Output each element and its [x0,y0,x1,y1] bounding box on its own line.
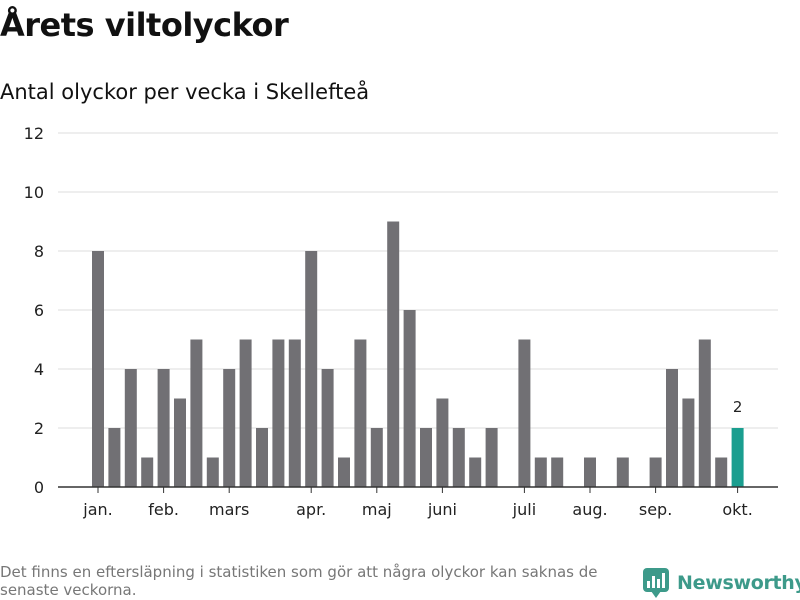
bar [682,398,695,487]
bar [157,369,170,487]
bar [551,457,564,487]
chart-bubble-icon [643,568,669,598]
x-tick-label: aug. [572,500,607,519]
bar [141,457,154,487]
bar [305,251,318,487]
x-tick-label: feb. [148,500,179,519]
bar [452,428,465,487]
bar [239,339,252,487]
bar [420,428,432,487]
y-tick-label: 10 [24,183,44,202]
footnote: Det finns en eftersläpning i statistiken… [0,563,598,599]
y-axis-ticks: 0 2 4 6 8 10 12 [24,124,44,497]
bar-chart: 0 2 4 6 8 10 12 jan. feb. mars apr. maj juni juli aug… [24,124,778,519]
bar [256,428,268,487]
bar [649,457,662,487]
x-tick-label: mars [209,500,249,519]
bar [370,428,383,487]
x-tick-label: apr. [296,500,326,519]
data-labels: 2 [733,398,743,416]
bar [124,369,137,487]
bar [534,457,547,487]
bar [485,428,498,487]
bar [469,457,482,487]
chart-subtitle: Antal olyckor per vecka i Skellefteå [0,80,370,104]
bar [206,457,219,487]
bar [321,369,334,487]
x-tick-label: okt. [722,500,752,519]
bar [584,457,596,487]
bar [108,428,121,487]
brand-name: Newsworthy [677,572,800,594]
bars [92,221,744,487]
chart-title: Årets viltolyckor [0,6,289,44]
y-tick-label: 8 [34,242,44,261]
newsworthy-logo: Newsworthy [643,568,800,598]
x-tick-label: jan. [82,500,112,519]
bar [616,457,629,487]
bar [190,339,203,487]
bar [715,457,728,487]
data-label: 2 [733,398,743,416]
y-tick-label: 2 [34,419,44,438]
bar [666,369,678,487]
bar [174,398,186,487]
x-tick-label: sep. [639,500,672,519]
bar [698,339,711,487]
bar [354,339,367,487]
bar [338,457,350,487]
x-tick-label: juni [427,500,457,519]
bar [403,310,416,487]
bar [436,398,449,487]
bar [387,221,400,487]
bar [92,251,104,487]
bar [272,339,285,487]
x-axis-ticks: jan. feb. mars apr. maj juni juli aug. sep. okt. [82,487,753,519]
y-tick-label: 6 [34,301,44,320]
y-tick-label: 4 [34,360,44,379]
bar-highlight [731,428,744,487]
gridlines [58,132,778,429]
y-tick-label: 0 [34,478,44,497]
y-tick-label: 12 [24,124,44,143]
x-tick-label: maj [362,500,392,519]
bar [518,339,531,487]
bar [288,339,301,487]
x-tick-label: juli [512,500,536,519]
bar [223,369,236,487]
